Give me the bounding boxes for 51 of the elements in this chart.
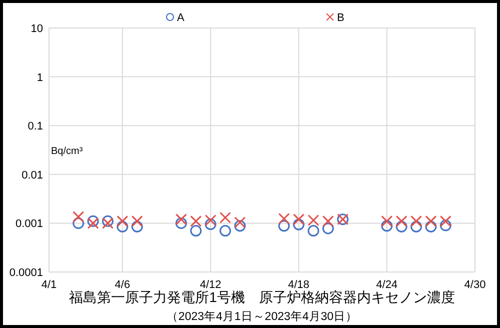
- point: [234, 220, 246, 232]
- point: [116, 215, 128, 227]
- point: [396, 215, 408, 227]
- x-tick-label: 4/6: [114, 279, 130, 291]
- point: [175, 214, 187, 226]
- point: [322, 222, 334, 234]
- legend-label: B: [337, 12, 344, 24]
- point: [410, 215, 422, 227]
- x-tick-label: 4/1: [41, 279, 57, 291]
- point: [322, 215, 334, 227]
- x-tick-label: 4/18: [288, 279, 310, 291]
- y-tick-label: 0.0001: [9, 267, 43, 279]
- y-tick-label: 1: [36, 72, 43, 84]
- point: [204, 214, 216, 226]
- point: [308, 225, 320, 237]
- y-tick-label: 0.01: [22, 169, 43, 182]
- point: [425, 215, 437, 227]
- point: [292, 218, 304, 230]
- point: [116, 220, 128, 232]
- point: [190, 215, 202, 227]
- y-axis-title: Bq/cm³: [51, 146, 84, 157]
- point: [220, 225, 232, 237]
- point: [131, 215, 143, 227]
- y-tick-label: 10: [30, 23, 43, 35]
- point: [440, 215, 452, 227]
- point: [220, 212, 232, 224]
- point: [278, 220, 290, 232]
- point: [308, 214, 320, 226]
- point: [72, 211, 84, 223]
- point: [72, 217, 84, 229]
- point: [131, 220, 143, 232]
- point: [381, 215, 393, 227]
- text: （2023年4月1日～2023年4月30日）: [166, 310, 358, 323]
- point: [190, 225, 202, 237]
- point: [410, 220, 422, 232]
- y-tick-label: 0.1: [28, 120, 43, 133]
- legend-label: A: [177, 12, 185, 24]
- x-tick-label: 4/24: [376, 279, 398, 291]
- point: [381, 220, 393, 232]
- point: [278, 212, 290, 224]
- point: [425, 220, 437, 232]
- x-tick-label: 4/12: [200, 279, 222, 291]
- point: [175, 217, 187, 229]
- point: [396, 220, 408, 232]
- y-tick-label: 0.001: [15, 218, 43, 230]
- point: [440, 220, 452, 232]
- point: [234, 216, 246, 228]
- point: [204, 218, 216, 230]
- point: [292, 214, 304, 226]
- x-tick-label: 4/30: [464, 279, 486, 291]
- text: 福島第一原子力発電所1号機 原子炉格納容器内キセノン濃度: [69, 289, 455, 305]
